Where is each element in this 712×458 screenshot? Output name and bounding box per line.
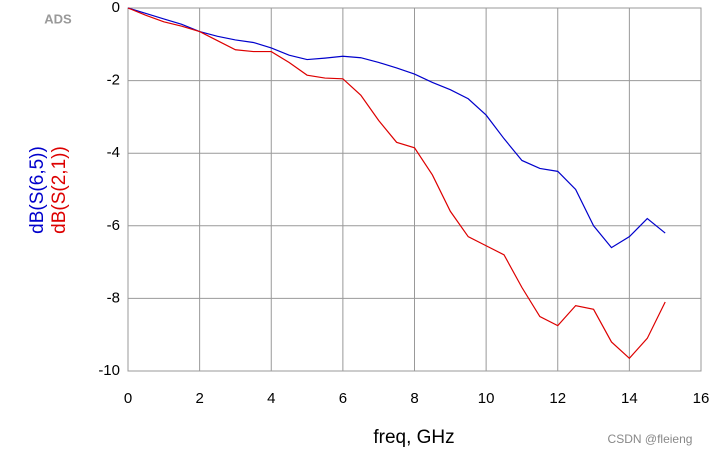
y-tick-label: -6 bbox=[107, 217, 120, 234]
x-tick-label: 4 bbox=[267, 390, 275, 407]
y-tick-label: -8 bbox=[107, 289, 120, 306]
plot-frame bbox=[127, 7, 702, 372]
y-tick-label: -4 bbox=[107, 144, 120, 161]
x-tick-label: 0 bbox=[124, 390, 132, 407]
x-tick-label: 6 bbox=[339, 390, 347, 407]
legend-label: dB(S(2,1)) bbox=[49, 146, 70, 234]
y-tick-label: -10 bbox=[98, 362, 120, 379]
x-tick-label: 14 bbox=[621, 390, 638, 407]
x-tick-label: 12 bbox=[549, 390, 566, 407]
x-tick-label: 8 bbox=[410, 390, 418, 407]
y-tick-label: 0 bbox=[112, 0, 120, 16]
series-line bbox=[127, 7, 666, 249]
x-tick-label: 10 bbox=[478, 390, 495, 407]
x-axis-label: freq, GHz bbox=[373, 427, 454, 448]
x-tick-label: 2 bbox=[195, 390, 203, 407]
logo: ADS bbox=[44, 11, 72, 26]
y-tick-label: -2 bbox=[107, 72, 120, 89]
legend-label: dB(S(6,5)) bbox=[27, 146, 48, 234]
watermark: CSDN @fleieng bbox=[608, 432, 693, 446]
series-line bbox=[127, 7, 666, 360]
x-tick-label: 16 bbox=[693, 390, 710, 407]
